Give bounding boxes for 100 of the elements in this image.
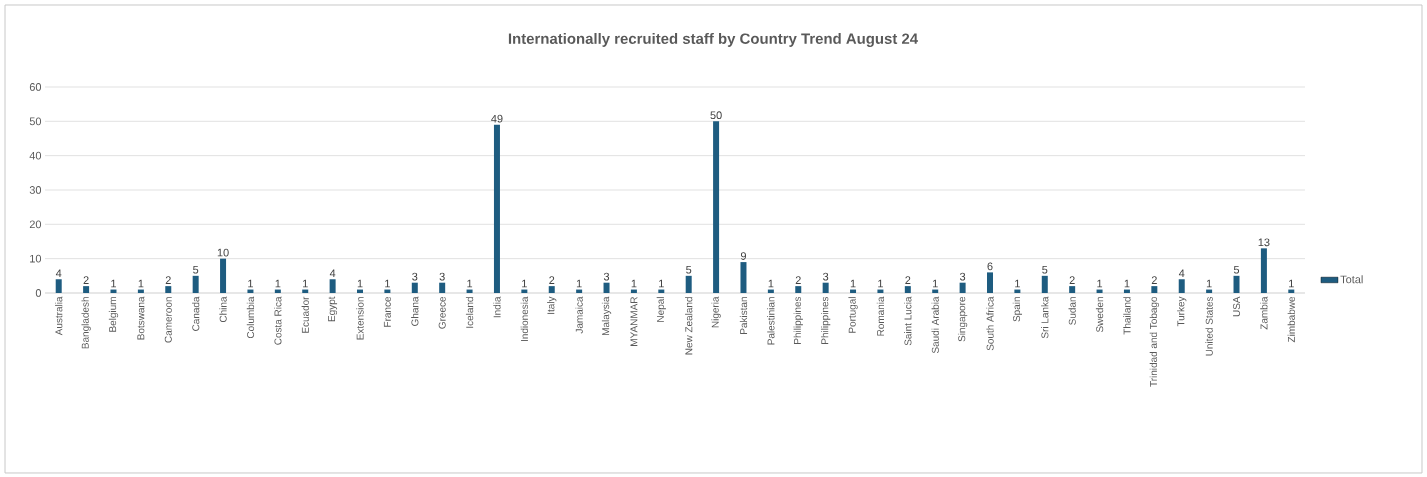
x-tick-label: Singapore: [957, 296, 968, 342]
x-tick-label: Australia: [55, 296, 63, 336]
x-tick-label: Ecuador: [301, 296, 309, 333]
x-tick-label: Egypt: [328, 296, 338, 322]
data-label: 3: [412, 272, 418, 281]
x-tick-label: Thailand: [1123, 297, 1131, 335]
bar: [220, 258, 227, 293]
chart-title: Internationally recruited staff by Country Trend August 24: [508, 32, 919, 47]
bar: [55, 279, 62, 293]
data-label: 3: [959, 272, 966, 281]
data-label: 2: [549, 276, 555, 284]
x-tick-label: India: [493, 296, 501, 318]
data-label: 49: [491, 114, 503, 123]
data-label: 1: [1015, 279, 1020, 288]
data-label: 1: [385, 279, 390, 288]
x-tick-label: Portugal: [848, 297, 858, 333]
bar: [329, 279, 336, 293]
data-label: 1: [932, 279, 938, 288]
x-tick-label: Ghana: [411, 296, 419, 326]
data-label: 1: [850, 279, 856, 288]
x-tick-label: Sudan: [1068, 297, 1076, 325]
data-label: 3: [439, 272, 445, 281]
data-label: 4: [329, 269, 336, 278]
data-label: 2: [905, 276, 911, 284]
data-label: 3: [823, 272, 829, 281]
bar: [493, 124, 500, 293]
x-tick-label: Malaysia: [601, 296, 612, 335]
bar: [1178, 279, 1185, 293]
data-label: 5: [686, 265, 692, 274]
x-tick-label: Greece: [438, 296, 446, 329]
data-label: 1: [248, 279, 253, 288]
bar: [685, 275, 692, 293]
bar: [904, 286, 911, 293]
bar: [987, 272, 993, 293]
x-tick-label: Indionesia: [520, 296, 529, 342]
data-label: 2: [83, 276, 89, 284]
data-label: 2: [795, 276, 801, 284]
data-label: 3: [603, 272, 610, 281]
x-tick-label: United States: [1205, 296, 1213, 356]
x-tick-label: Iceland: [465, 297, 474, 328]
x-tick-label: Philippines: [793, 296, 803, 344]
data-label: 1: [768, 279, 774, 288]
x-tick-label: Spain: [1012, 297, 1023, 322]
bar: [1260, 248, 1267, 293]
data-label: 9: [740, 252, 747, 260]
data-label: 5: [1042, 265, 1048, 274]
y-tick-label: 30: [29, 186, 42, 194]
x-tick-label: Belgium: [108, 297, 119, 332]
bar: [165, 286, 172, 293]
data-label: 1: [467, 279, 473, 288]
bar: [795, 286, 802, 293]
x-tick-label: Zambia: [1260, 296, 1268, 330]
data-label: 1: [111, 279, 117, 288]
data-label: 1: [303, 279, 308, 288]
bar: [439, 282, 446, 293]
x-tick-label: Nepal: [656, 297, 666, 322]
bar: [1041, 275, 1048, 293]
data-label: 1: [1097, 279, 1103, 288]
data-label: 4: [1178, 269, 1185, 278]
x-tick-label: France: [383, 296, 391, 327]
y-tick-label: 60: [29, 83, 42, 91]
bar: [713, 121, 720, 293]
data-label: 10: [217, 248, 229, 257]
data-label: 1: [576, 279, 582, 288]
x-tick-label: Cameroon: [164, 297, 172, 343]
x-tick-label: Trinidad and Tobago: [1149, 296, 1159, 387]
bar: [603, 282, 610, 293]
data-label: 5: [193, 265, 199, 274]
data-label: 1: [631, 279, 637, 288]
data-label: 1: [1289, 279, 1294, 288]
y-tick-label: 50: [29, 117, 42, 126]
x-tick-label: Columbia: [246, 296, 255, 339]
data-label: 2: [165, 276, 171, 284]
bar: [548, 286, 555, 293]
x-tick-label: South Africa: [986, 296, 994, 351]
x-tick-label: Sweden: [1095, 297, 1104, 333]
x-tick-label: Sri Lanka: [1041, 296, 1049, 339]
x-tick-label: Bangladesh: [81, 297, 91, 349]
bar: [411, 282, 418, 293]
x-tick-label: Pakistan: [739, 297, 748, 334]
bar: [822, 282, 829, 293]
bar: [1151, 286, 1158, 293]
x-tick-label: Italy: [547, 296, 557, 314]
x-tick-label: Philippines: [821, 296, 831, 344]
x-tick-label: Palestinian: [767, 297, 775, 345]
x-tick-label: Costa Rica: [274, 296, 282, 345]
data-label: 6: [987, 262, 993, 271]
bar: [1233, 275, 1240, 293]
data-label: 50: [710, 111, 722, 120]
y-tick-label: 40: [29, 151, 42, 160]
data-label: 1: [1206, 279, 1212, 288]
data-label: 5: [1233, 265, 1240, 274]
bar: [740, 262, 747, 293]
x-tick-label: Saudi Arabia: [931, 296, 939, 354]
x-tick-label: MYANMAR: [630, 296, 638, 346]
x-tick-label: Extension: [356, 297, 364, 340]
bar: [959, 282, 966, 293]
y-tick-label: 10: [30, 254, 42, 263]
data-label: 1: [522, 279, 527, 288]
x-tick-label: Nigeria: [711, 296, 721, 328]
